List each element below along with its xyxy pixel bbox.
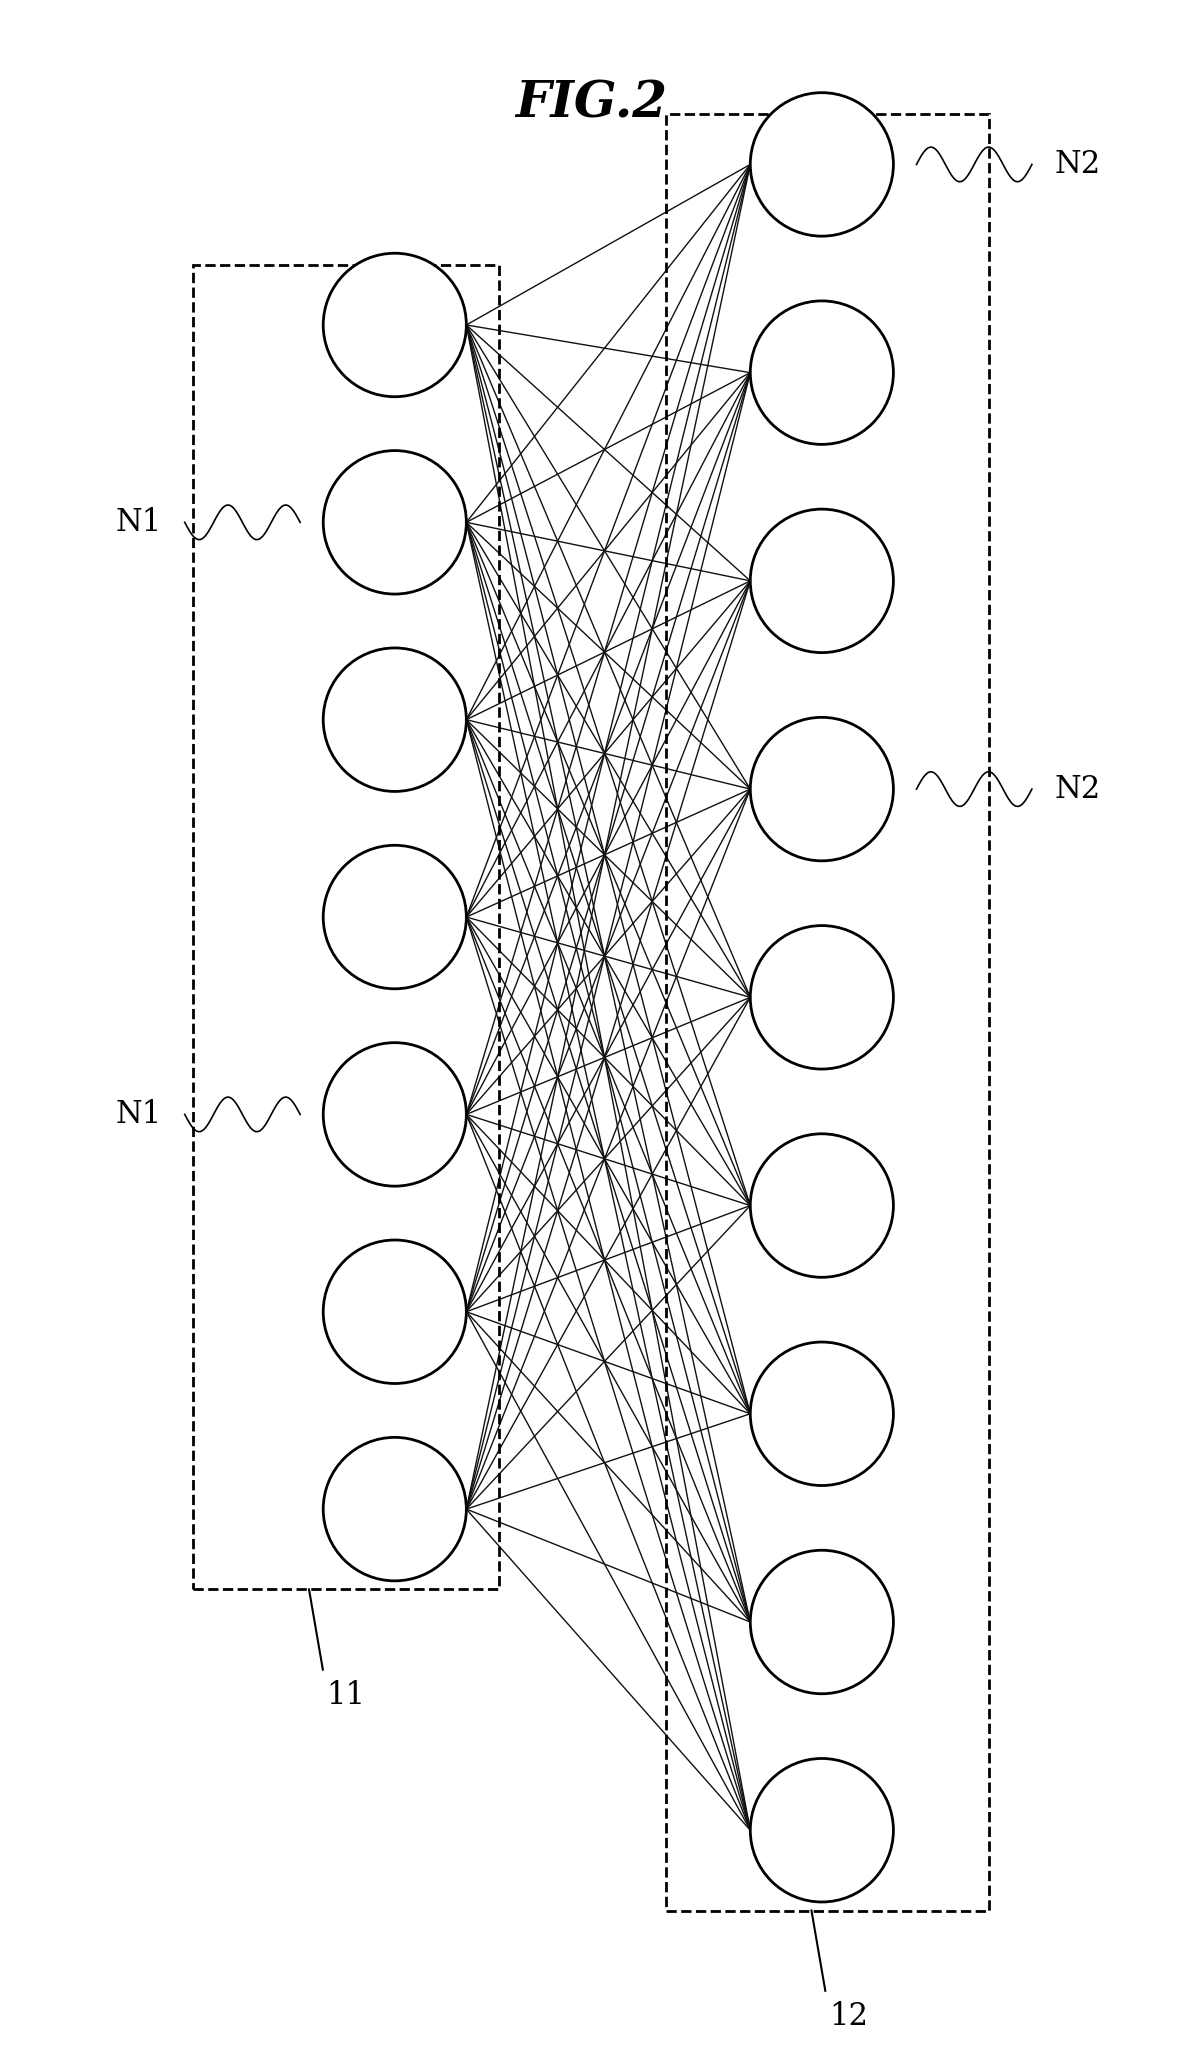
Text: 12: 12 [829, 2001, 868, 2032]
Circle shape [751, 718, 894, 861]
Text: FIG.2: FIG.2 [515, 80, 667, 129]
Text: N1: N1 [116, 506, 162, 537]
Circle shape [751, 1759, 894, 1902]
Circle shape [323, 1437, 467, 1581]
Circle shape [751, 1550, 894, 1693]
Text: N2: N2 [1056, 773, 1102, 804]
Bar [665, 115, 989, 1911]
Circle shape [751, 1343, 894, 1486]
Circle shape [323, 845, 467, 988]
Circle shape [751, 92, 894, 236]
Circle shape [323, 1240, 467, 1384]
Circle shape [751, 301, 894, 445]
Circle shape [323, 254, 467, 398]
Circle shape [751, 927, 894, 1068]
Text: 11: 11 [326, 1679, 365, 1710]
Circle shape [323, 1043, 467, 1187]
Circle shape [751, 508, 894, 652]
Circle shape [751, 1134, 894, 1277]
Bar [193, 264, 499, 1589]
Text: N2: N2 [1056, 150, 1102, 180]
Circle shape [323, 451, 467, 594]
Text: N1: N1 [116, 1099, 162, 1130]
Circle shape [323, 648, 467, 791]
